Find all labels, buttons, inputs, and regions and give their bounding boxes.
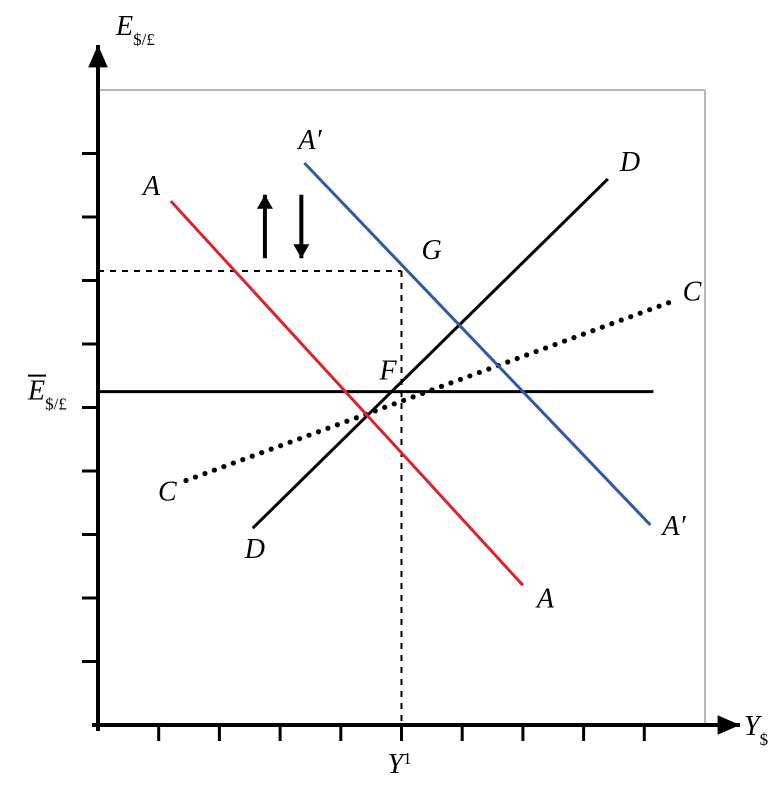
svg-text:D: D: [244, 534, 265, 565]
svg-text:D: D: [619, 147, 640, 178]
svg-text:G: G: [422, 235, 442, 266]
svg-text:F: F: [379, 356, 398, 387]
plot-svg: C C D D A A A′ A′ F G E$/£ Y$ E$/£ Y1: [0, 0, 775, 799]
svg-text:A′: A′: [296, 125, 322, 156]
svg-text:Y$: Y$: [744, 711, 768, 749]
svg-text:E$/£: E$/£: [27, 376, 67, 414]
economics-diagram: { "canvas": { "width": 775, "height": 79…: [0, 0, 775, 799]
svg-text:E$/£: E$/£: [115, 11, 155, 49]
svg-text:A: A: [535, 583, 555, 614]
svg-text:A′: A′: [660, 511, 686, 542]
svg-text:A: A: [141, 171, 161, 202]
svg-text:Y1: Y1: [388, 749, 412, 781]
svg-text:C: C: [683, 277, 702, 308]
svg-text:C: C: [158, 477, 177, 508]
